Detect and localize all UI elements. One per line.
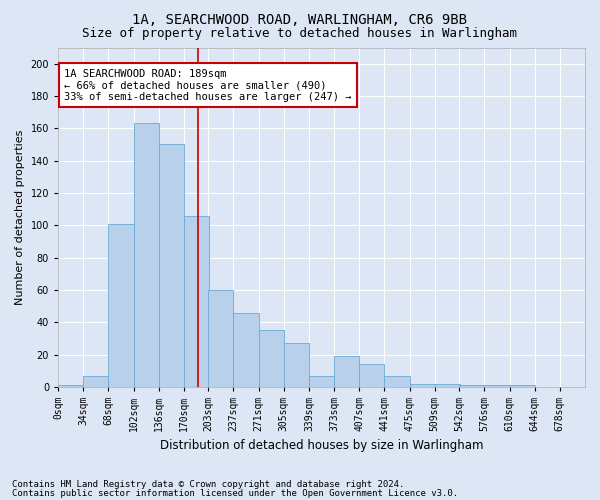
Bar: [208, 290, 233, 387]
Bar: [233, 312, 259, 387]
Bar: [385, 376, 410, 387]
Bar: [410, 384, 435, 387]
Text: Contains public sector information licensed under the Open Government Licence v3: Contains public sector information licen…: [12, 490, 458, 498]
Bar: [484, 386, 509, 387]
Bar: [284, 344, 309, 387]
Bar: [459, 386, 484, 387]
Bar: [359, 364, 385, 387]
Bar: [159, 144, 184, 387]
Bar: [334, 356, 359, 387]
Text: 1A, SEARCHWOOD ROAD, WARLINGHAM, CR6 9BB: 1A, SEARCHWOOD ROAD, WARLINGHAM, CR6 9BB: [133, 12, 467, 26]
X-axis label: Distribution of detached houses by size in Warlingham: Distribution of detached houses by size …: [160, 440, 483, 452]
Bar: [184, 216, 209, 387]
Text: Size of property relative to detached houses in Warlingham: Size of property relative to detached ho…: [83, 28, 517, 40]
Bar: [134, 124, 159, 387]
Bar: [259, 330, 284, 387]
Bar: [435, 384, 460, 387]
Text: 1A SEARCHWOOD ROAD: 189sqm
← 66% of detached houses are smaller (490)
33% of sem: 1A SEARCHWOOD ROAD: 189sqm ← 66% of deta…: [64, 68, 352, 102]
Bar: [509, 386, 535, 387]
Y-axis label: Number of detached properties: Number of detached properties: [15, 130, 25, 305]
Text: Contains HM Land Registry data © Crown copyright and database right 2024.: Contains HM Land Registry data © Crown c…: [12, 480, 404, 489]
Bar: [109, 224, 134, 387]
Bar: [83, 376, 109, 387]
Bar: [309, 376, 334, 387]
Bar: [58, 386, 83, 387]
